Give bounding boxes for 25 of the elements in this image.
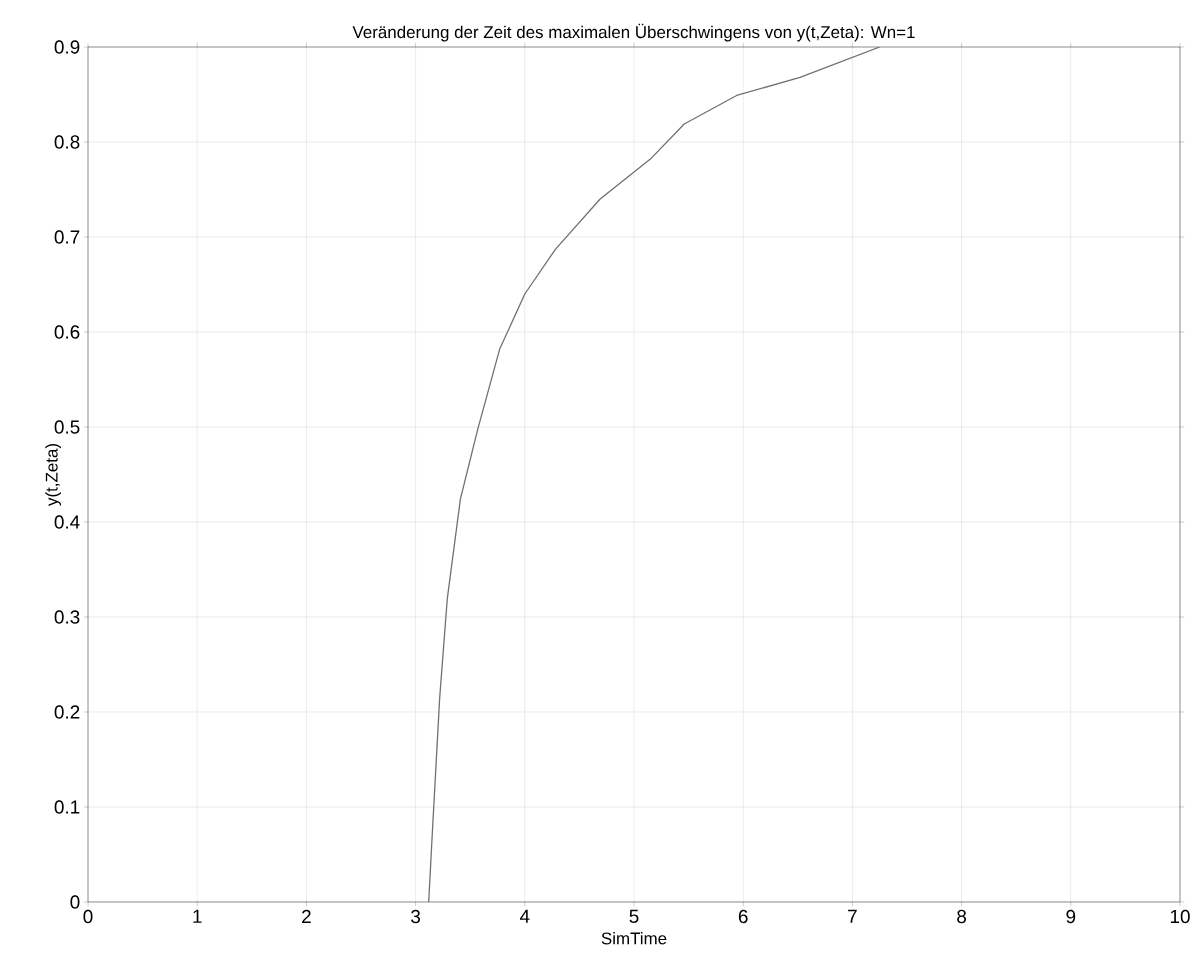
x-tick-label: 6 bbox=[738, 909, 748, 924]
y-tick-label: 0.1 bbox=[54, 800, 80, 814]
x-tick-label: 9 bbox=[1066, 909, 1076, 924]
y-tick-label: 0.3 bbox=[54, 610, 80, 624]
x-tick-label: 8 bbox=[957, 909, 967, 924]
x-axis-title: SimTime bbox=[601, 932, 667, 945]
x-tick-label: 5 bbox=[629, 909, 639, 923]
x-tick-label: 10 bbox=[1170, 909, 1190, 924]
y-tick-label: 0.7 bbox=[54, 230, 80, 244]
y-tick-label: 0.4 bbox=[54, 515, 80, 529]
x-tick-label: 4 bbox=[519, 909, 530, 923]
y-tick-label: 0 bbox=[70, 895, 80, 909]
chart-title: Veränderung der Zeit des maximalen Überschwingens von y(t,Zeta): Wn=1 bbox=[352, 23, 915, 42]
x-tick-label: 0 bbox=[83, 909, 93, 924]
y-tick-label: 0.6 bbox=[54, 325, 80, 339]
y-tick-label: 0.5 bbox=[54, 420, 80, 434]
x-tick-label: 3 bbox=[411, 909, 421, 924]
y-tick-label: 0.2 bbox=[54, 705, 80, 719]
x-tick-label: 2 bbox=[302, 909, 311, 923]
y-axis-title: y(t,Zeta) bbox=[45, 444, 62, 506]
x-tick-label: 7 bbox=[848, 909, 857, 923]
x-tick-label: 1 bbox=[193, 909, 202, 923]
y-tick-label: 0.8 bbox=[54, 135, 80, 149]
y-tick-label: 0.9 bbox=[54, 40, 80, 54]
line-series bbox=[428, 47, 881, 902]
